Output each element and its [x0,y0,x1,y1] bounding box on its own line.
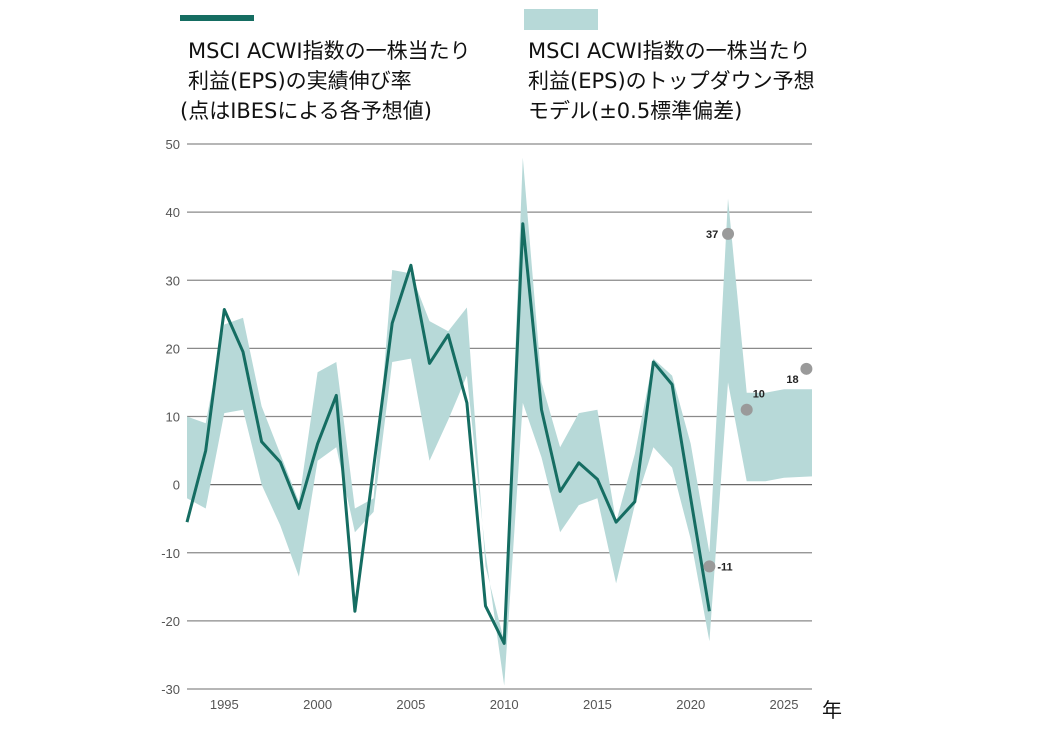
forecast-point-label-2: 10 [753,389,765,401]
x-tick-label: 2025 [770,697,799,712]
actual-series-layer [185,222,711,645]
legend-label-actual-line-2: 利益(EPS)の実績伸び率 [188,69,412,93]
x-tick-label: 2015 [583,697,612,712]
x-axis-unit: 年 [822,698,842,722]
y-tick-label: 30 [166,273,180,288]
y-axis-ticks: 50 40 30 20 10 0 -10 -20 -30 [161,137,180,697]
forecast-point-0 [703,560,716,573]
legend-swatch-band [524,9,598,30]
legend-swatch-line [180,15,254,21]
forecast-band [187,157,812,686]
forecast-point-3 [800,362,813,375]
x-tick-label: 2000 [303,697,332,712]
legend-label-model-line-1: MSCI ACWI指数の一株当たり [528,39,811,63]
forecast-point-2 [740,403,753,416]
legend-label-model-line-2: 利益(EPS)のトップダウン予想 [528,69,815,93]
legend-label-model-line-3: モデル(±0.5標準偏差) [528,99,742,123]
y-tick-label: 0 [173,478,180,493]
y-tick-label: 10 [166,410,180,425]
x-tick-label: 2005 [396,697,425,712]
legend: MSCI ACWI指数の一株当たり 利益(EPS)の実績伸び率 (点はIBESに… [180,9,815,123]
x-tick-label: 1995 [210,697,239,712]
y-tick-label: -10 [161,546,180,561]
actual-growth-line [185,222,711,645]
legend-label-actual-line-3: (点はIBESによる各予想値) [180,99,432,123]
forecast-point-label-0: -11 [717,561,732,573]
forecast-point-label-3: 18 [786,374,798,386]
y-tick-label: 40 [166,205,180,220]
y-tick-label: -30 [161,682,180,697]
x-axis-ticks: 1995 2000 2005 2010 2015 2020 2025 [210,697,799,712]
forecast-point-1 [722,227,735,240]
y-tick-label: -20 [161,614,180,629]
forecast-points-layer: -11 37 10 18 [703,227,813,573]
forecast-band-layer [187,157,812,686]
x-tick-label: 2010 [490,697,519,712]
legend-label-actual-line-1: MSCI ACWI指数の一株当たり [188,39,471,63]
y-tick-label: 50 [166,137,180,152]
forecast-point-label-1: 37 [706,229,718,241]
y-tick-label: 20 [166,341,180,356]
x-tick-label: 2020 [676,697,705,712]
